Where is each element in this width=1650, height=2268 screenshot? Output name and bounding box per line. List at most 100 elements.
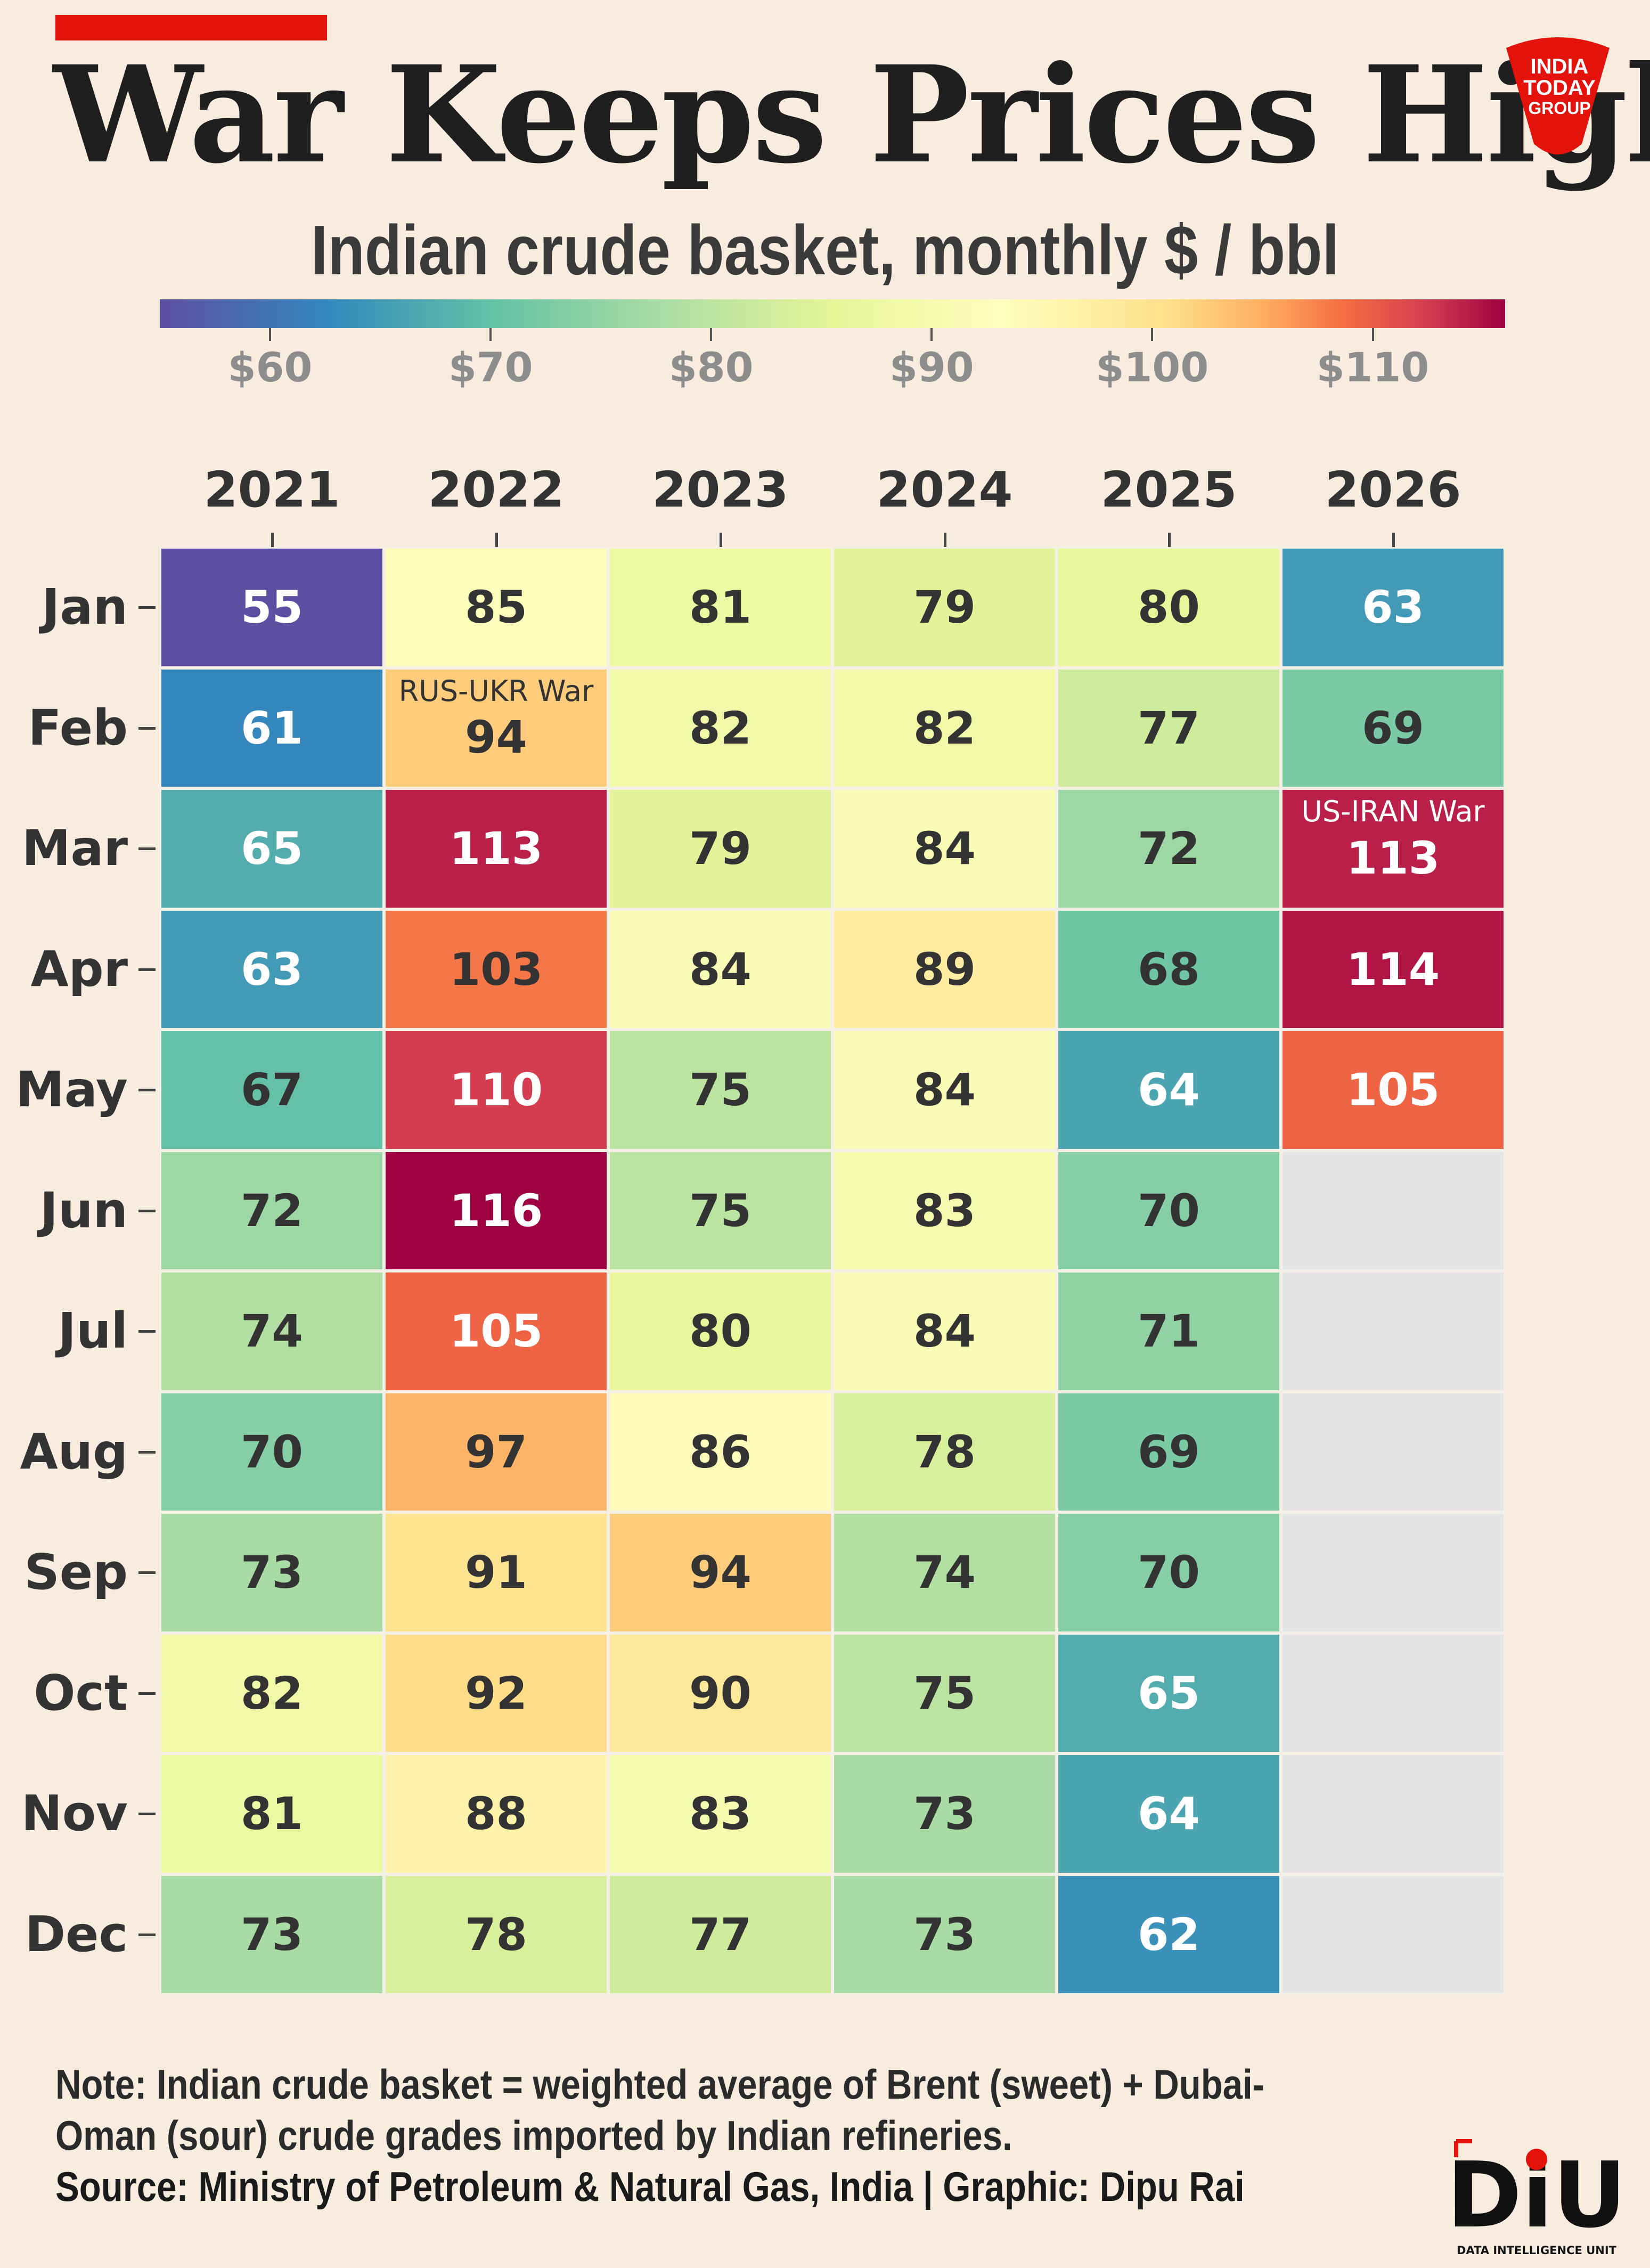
heatmap-cell — [1281, 1753, 1505, 1874]
cell-value: 90 — [689, 1667, 752, 1719]
heatmap-cell: 105 — [1281, 1030, 1505, 1151]
year-tick — [495, 533, 498, 548]
cell-value: 82 — [913, 701, 976, 754]
heatmap-cell: 75 — [832, 1633, 1057, 1753]
year-label: 2023 — [652, 461, 789, 518]
month-label: Dec — [24, 1905, 128, 1963]
cell-value: 114 — [1346, 943, 1440, 996]
heatmap-cell: 89 — [832, 909, 1057, 1030]
heatmap-cell: 83 — [608, 1753, 832, 1874]
heatmap-cell: 97 — [384, 1391, 608, 1512]
heatmap-cell: 77 — [608, 1874, 832, 1995]
heatmap-cell: 64 — [1057, 1030, 1281, 1151]
heatmap-cell: 72 — [1057, 788, 1281, 909]
heatmap-cell: 73 — [832, 1874, 1057, 1995]
heatmap-cell: 91 — [384, 1512, 608, 1633]
heatmap-cell: 70 — [160, 1391, 384, 1512]
heatmap-cell: 85 — [384, 547, 608, 668]
colorbar-tick-label: $90 — [889, 344, 974, 391]
heatmap-cell: 63 — [160, 909, 384, 1030]
chart-subtitle: Indian crude basket, monthly $ / bbl — [311, 211, 1339, 289]
heatmap-cell: 90 — [608, 1633, 832, 1753]
heatmap-cell: 69 — [1057, 1391, 1281, 1512]
cell-value: 97 — [465, 1425, 527, 1478]
cell-value: 64 — [1138, 1788, 1200, 1840]
colorbar-tick-label: $100 — [1096, 344, 1209, 391]
cell-value: 68 — [1138, 943, 1200, 996]
cell-value: 89 — [913, 943, 976, 996]
cell-value: 75 — [689, 1184, 752, 1237]
cell-value: 69 — [1362, 701, 1424, 754]
heatmap-cell: 82 — [608, 667, 832, 788]
heatmap-cell: 70 — [1057, 1150, 1281, 1271]
cell-value: 91 — [465, 1546, 527, 1599]
war-annotation: RUS-UKR War — [398, 674, 594, 708]
cell-value: 55 — [241, 581, 303, 634]
cell-value: 72 — [241, 1184, 303, 1237]
month-label: Sep — [24, 1544, 128, 1601]
cell-value: 75 — [913, 1667, 976, 1719]
colorbar-tick — [930, 328, 933, 341]
month-tick — [138, 606, 156, 609]
heatmap-cell: 79 — [832, 547, 1057, 668]
cell-value: 82 — [241, 1667, 303, 1719]
heatmap-cell: 75 — [608, 1150, 832, 1271]
heatmap-cell: 73 — [160, 1512, 384, 1633]
heatmap-cell: 64 — [1057, 1753, 1281, 1874]
month-tick — [138, 1450, 156, 1454]
year-label: 2024 — [876, 461, 1013, 518]
cell-value: 80 — [689, 1305, 752, 1358]
heatmap-cell: 67 — [160, 1030, 384, 1151]
heatmap-cell: 74 — [160, 1271, 384, 1392]
cell-value: 84 — [913, 822, 976, 875]
month-label: Apr — [30, 940, 128, 998]
year-tick — [271, 533, 274, 548]
heatmap-cell — [1281, 1391, 1505, 1512]
heatmap-cell: 73 — [832, 1753, 1057, 1874]
heatmap-cell: 74 — [832, 1512, 1057, 1633]
cell-value: 73 — [913, 1908, 976, 1961]
cell-value: 103 — [449, 943, 543, 996]
cell-value: 81 — [241, 1788, 303, 1840]
cell-value: 79 — [913, 581, 976, 634]
cell-value: 116 — [449, 1184, 543, 1237]
chart-title: War Keeps Prices High — [53, 36, 1650, 193]
cell-value: 73 — [241, 1546, 303, 1599]
cell-value: 74 — [913, 1546, 976, 1599]
colorbar-tick — [1151, 328, 1154, 341]
cell-value: 75 — [689, 1064, 752, 1116]
heatmap-cell: 81 — [608, 547, 832, 668]
cell-value: 83 — [689, 1788, 752, 1840]
colorbar-tick — [1371, 328, 1374, 341]
heatmap-cell: 79 — [608, 788, 832, 909]
year-label: 2021 — [203, 461, 340, 518]
cell-value: 113 — [1346, 831, 1440, 884]
india-today-logo: INDIA TODAY GROUP — [1506, 37, 1610, 154]
cell-value: 73 — [913, 1788, 976, 1840]
cell-value: 61 — [241, 701, 303, 754]
colorbar-tick-label: $80 — [668, 344, 754, 391]
heatmap-cell: 55 — [160, 547, 384, 668]
month-tick — [138, 847, 156, 851]
month-label: Mar — [21, 820, 128, 877]
year-tick — [719, 533, 722, 548]
heatmap-cell: 82 — [832, 667, 1057, 788]
month-label: Oct — [34, 1664, 128, 1722]
heatmap-cell: 73 — [160, 1874, 384, 1995]
heatmap-cell: 65 — [1057, 1633, 1281, 1753]
logo-line-3: GROUP — [1528, 99, 1590, 118]
heatmap-cell: 103 — [384, 909, 608, 1030]
heatmap-cell: US-IRAN War 113 — [1281, 788, 1505, 909]
heatmap-cell: 114 — [1281, 909, 1505, 1030]
month-label: Jan — [42, 578, 128, 636]
diu-dot-icon — [1526, 2149, 1547, 2170]
heatmap-cell: 86 — [608, 1391, 832, 1512]
cell-value: 65 — [1138, 1667, 1200, 1719]
heatmap-cell: 80 — [1057, 547, 1281, 668]
war-annotation: US-IRAN War — [1301, 795, 1485, 828]
cell-value: 67 — [241, 1064, 303, 1116]
cell-value: 69 — [1138, 1425, 1200, 1478]
heatmap-cell: 68 — [1057, 909, 1281, 1030]
heatmap-cell: 92 — [384, 1633, 608, 1753]
cell-value: 84 — [913, 1305, 976, 1358]
